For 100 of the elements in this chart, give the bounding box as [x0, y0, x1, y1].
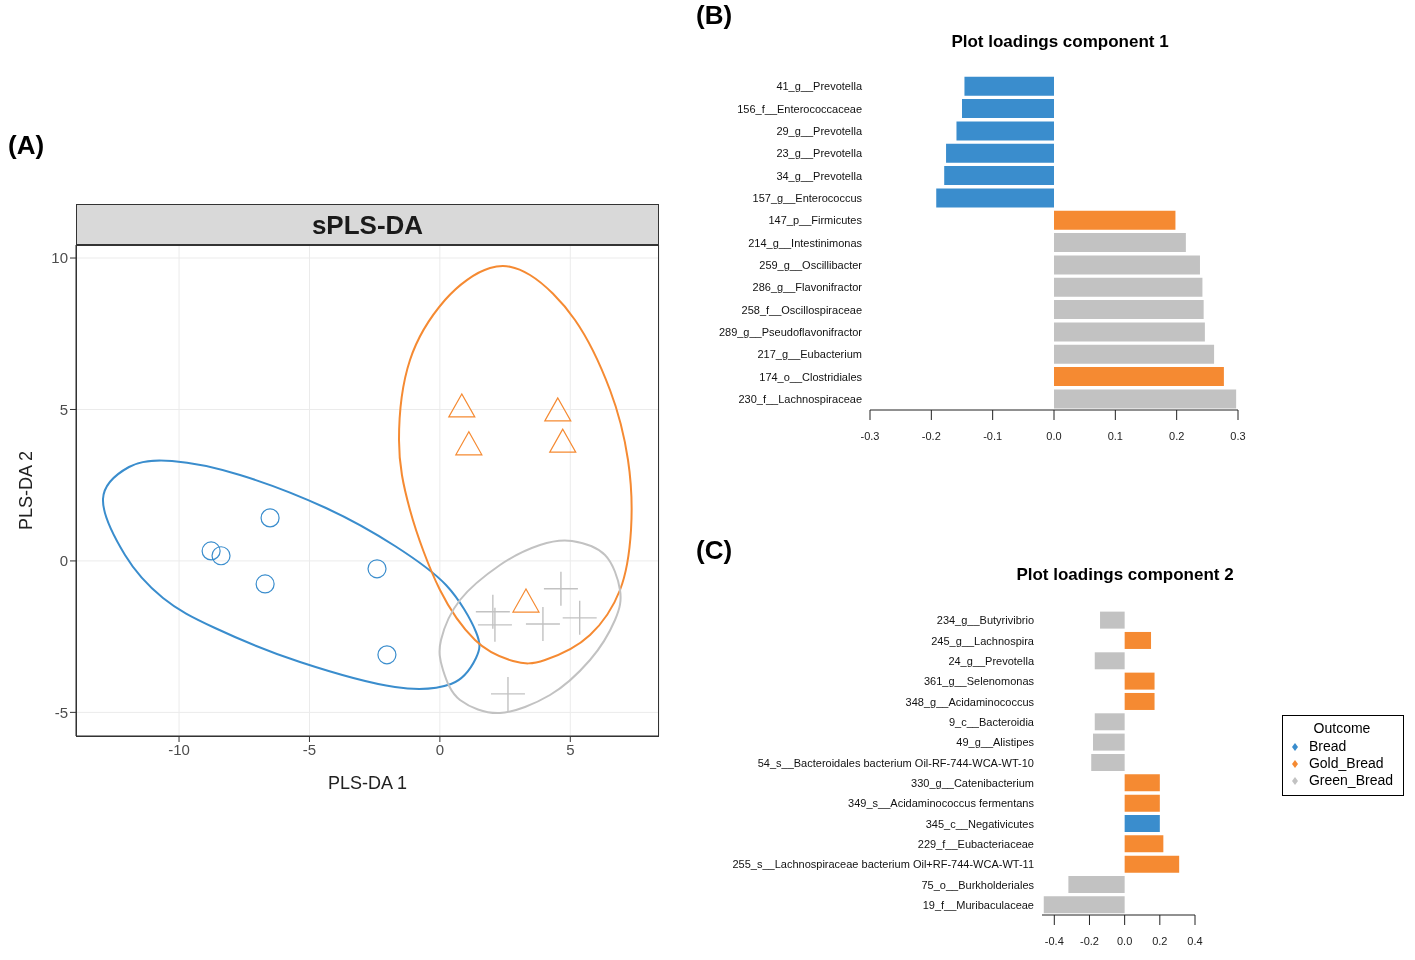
legend-label: Bread [1308, 738, 1347, 755]
y-tick-label: 259_g__Oscillibacter [759, 258, 863, 271]
y-tick-label: 361_g__Selenomonas [923, 675, 1035, 688]
legend-label: Green_Bread [1308, 772, 1393, 789]
y-tick-label: 348_g__Acidaminococcus [905, 695, 1035, 708]
y-tick-label: 147_p__Firmicutes [768, 214, 863, 227]
point [211, 546, 231, 566]
point [544, 397, 572, 422]
point [255, 574, 275, 594]
x-tick-label: 0 [435, 740, 445, 758]
bar [1054, 367, 1224, 387]
point [455, 431, 483, 456]
y-tick-label: 24_g__Prevotella [948, 654, 1035, 667]
x-tick-label: 0.4 [1187, 934, 1203, 947]
point [475, 594, 510, 629]
bar [1054, 210, 1176, 230]
bar [1054, 389, 1237, 409]
point [562, 600, 597, 635]
x-tick-label: -0.2 [1080, 934, 1099, 947]
x-tick-label: -0.3 [860, 429, 880, 442]
bar [1124, 631, 1152, 649]
x-tick-label: -5 [302, 740, 317, 758]
bar [944, 166, 1054, 186]
bar [1054, 277, 1203, 297]
y-tick-label: 217_g__Eubacterium [757, 348, 862, 361]
y-tick-label: 214_g__Intestinimonas [748, 236, 863, 249]
legend-label: Gold_Bread [1308, 755, 1384, 772]
bar [1094, 713, 1125, 731]
x-tick-label: 0.2 [1169, 429, 1185, 442]
y-tick-label: 229_f__Eubacteriaceae [917, 837, 1034, 850]
x-tick-label: 0.0 [1046, 429, 1062, 442]
x-tick-label: -0.2 [921, 429, 941, 442]
y-tick-label: 157_g__Enterococcus [752, 191, 863, 204]
x-tick-label: 0.2 [1152, 934, 1168, 947]
chart-title: sPLS-DA [76, 204, 659, 245]
point [201, 541, 221, 561]
bar [1043, 896, 1125, 914]
bar [964, 76, 1054, 96]
bar [1091, 753, 1125, 771]
y-tick-label: 49_g__Alistipes [956, 736, 1035, 749]
y-tick-label: 156_f__Enterococcaceae [737, 102, 862, 115]
y-tick-label: 19_f__Muribaculaceae [922, 898, 1034, 911]
y-tick-label: 230_f__Lachnospiraceae [738, 392, 862, 405]
bar [1054, 300, 1204, 320]
bar [1124, 692, 1155, 710]
y-tick-label: 255_s__Lachnospiraceae bacterium Oil+RF-744-WCA-WT-11 [732, 858, 1034, 871]
y-tick-label: 54_s__Bacteroidales bacterium Oil-RF-744-WCA-WT-10 [757, 756, 1034, 769]
x-tick-label: 0.3 [1230, 429, 1246, 442]
point [377, 645, 397, 665]
y-tick-label: 0 [59, 552, 68, 570]
chart-title: Plot loadings component 2 [1015, 565, 1235, 585]
bar [1124, 794, 1160, 812]
y-tick-label: 289_g__Pseudoflavonifractor [718, 325, 863, 338]
y-tick-label: 349_s__Acidaminococcus fermentans [848, 797, 1035, 810]
y-tick-label: 10 [51, 249, 68, 267]
text: (C) [696, 535, 733, 566]
bar [1054, 322, 1205, 342]
y-tick-label: 5 [59, 400, 68, 418]
x-axis-title: PLS-DA 1 [327, 773, 408, 793]
point [490, 676, 525, 711]
bar [1054, 255, 1200, 275]
point [477, 607, 512, 642]
bar [1094, 652, 1125, 670]
x-tick-label: -0.4 [1044, 934, 1064, 947]
y-tick-label: 41_g__Prevotella [776, 80, 863, 93]
x-tick-label: -0.1 [983, 429, 1003, 442]
bar [1100, 611, 1125, 629]
y-tick-label: 75_o__Burkholderiales [921, 878, 1035, 891]
bar [1124, 672, 1155, 690]
y-tick-label: -5 [54, 703, 68, 721]
chart-title: Plot loadings component 1 [950, 32, 1170, 52]
y-tick-label: 29_g__Prevotella [776, 124, 863, 137]
y-tick-label: 245_g__Lachnospira [931, 634, 1035, 647]
bar [1124, 855, 1180, 873]
bar [1054, 233, 1186, 253]
bar [1054, 344, 1215, 364]
x-tick-label: -10 [168, 740, 190, 758]
bar [1093, 733, 1125, 751]
text: (B) [696, 0, 733, 31]
y-tick-label: 9_c__Bacteroidia [948, 715, 1035, 728]
point [260, 508, 280, 528]
y-tick-label: 23_g__Prevotella [776, 147, 863, 160]
bar [962, 99, 1054, 119]
bar [1068, 875, 1125, 893]
bar [1124, 814, 1160, 832]
y-tick-label: 330_g__Catenibacterium [911, 776, 1034, 789]
bar [946, 143, 1054, 163]
y-tick-label: 258_f__Oscillospiraceae [741, 303, 862, 316]
point [367, 559, 387, 579]
legend-title: Outcome [1312, 720, 1372, 736]
x-tick-label: 0.1 [1107, 429, 1123, 442]
bar [936, 188, 1054, 208]
y-tick-label: 34_g__Prevotella [776, 169, 863, 182]
y-tick-label: 286_g__Flavonifractor [752, 281, 863, 294]
y-tick-label: 234_g__Butyrivibrio [936, 614, 1034, 627]
point [543, 571, 578, 606]
y-axis-title: PLS-DA 2 [16, 450, 37, 531]
x-tick-label: 5 [566, 740, 575, 758]
point [448, 393, 476, 418]
bar [956, 121, 1054, 141]
